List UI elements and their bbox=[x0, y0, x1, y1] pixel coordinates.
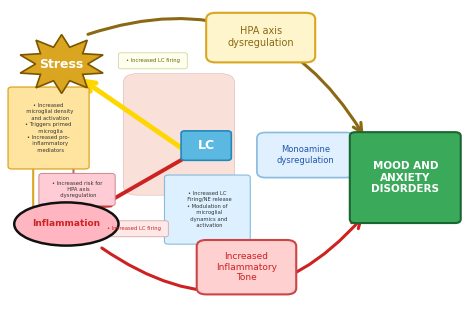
Text: • Increased
  microglial density
  and activation
• Triggers primed
  microglia
: • Increased microglial density and activ… bbox=[23, 103, 74, 153]
FancyBboxPatch shape bbox=[181, 131, 231, 160]
FancyBboxPatch shape bbox=[257, 132, 355, 178]
FancyBboxPatch shape bbox=[118, 53, 187, 69]
FancyBboxPatch shape bbox=[39, 173, 115, 206]
Text: HPA axis
dysregulation: HPA axis dysregulation bbox=[228, 26, 294, 48]
Polygon shape bbox=[20, 35, 103, 93]
FancyBboxPatch shape bbox=[350, 132, 461, 223]
FancyBboxPatch shape bbox=[164, 175, 250, 244]
FancyBboxPatch shape bbox=[8, 87, 89, 169]
Text: • Increased LC firing: • Increased LC firing bbox=[107, 226, 161, 231]
Text: Stress: Stress bbox=[39, 58, 84, 70]
Text: LC: LC bbox=[198, 139, 215, 152]
FancyBboxPatch shape bbox=[206, 13, 315, 62]
FancyBboxPatch shape bbox=[100, 221, 168, 237]
FancyBboxPatch shape bbox=[197, 240, 296, 294]
FancyBboxPatch shape bbox=[123, 74, 235, 195]
Text: Increased
Inflammatory
Tone: Increased Inflammatory Tone bbox=[216, 252, 277, 282]
Text: • Increased risk for
  HPA axis
  dysregulation: • Increased risk for HPA axis dysregulat… bbox=[52, 181, 102, 198]
Text: • Increased LC firing: • Increased LC firing bbox=[126, 58, 180, 63]
Text: Monoamine
dysregulation: Monoamine dysregulation bbox=[277, 146, 335, 165]
Text: • Increased LC
  Firing/NE release
• Modulation of
  microglial
  dynamics and
 : • Increased LC Firing/NE release • Modul… bbox=[183, 191, 231, 228]
Ellipse shape bbox=[14, 203, 118, 246]
Text: MOOD AND
ANXIETY
DISORDERS: MOOD AND ANXIETY DISORDERS bbox=[371, 161, 439, 194]
Text: Inflammation: Inflammation bbox=[32, 220, 100, 228]
